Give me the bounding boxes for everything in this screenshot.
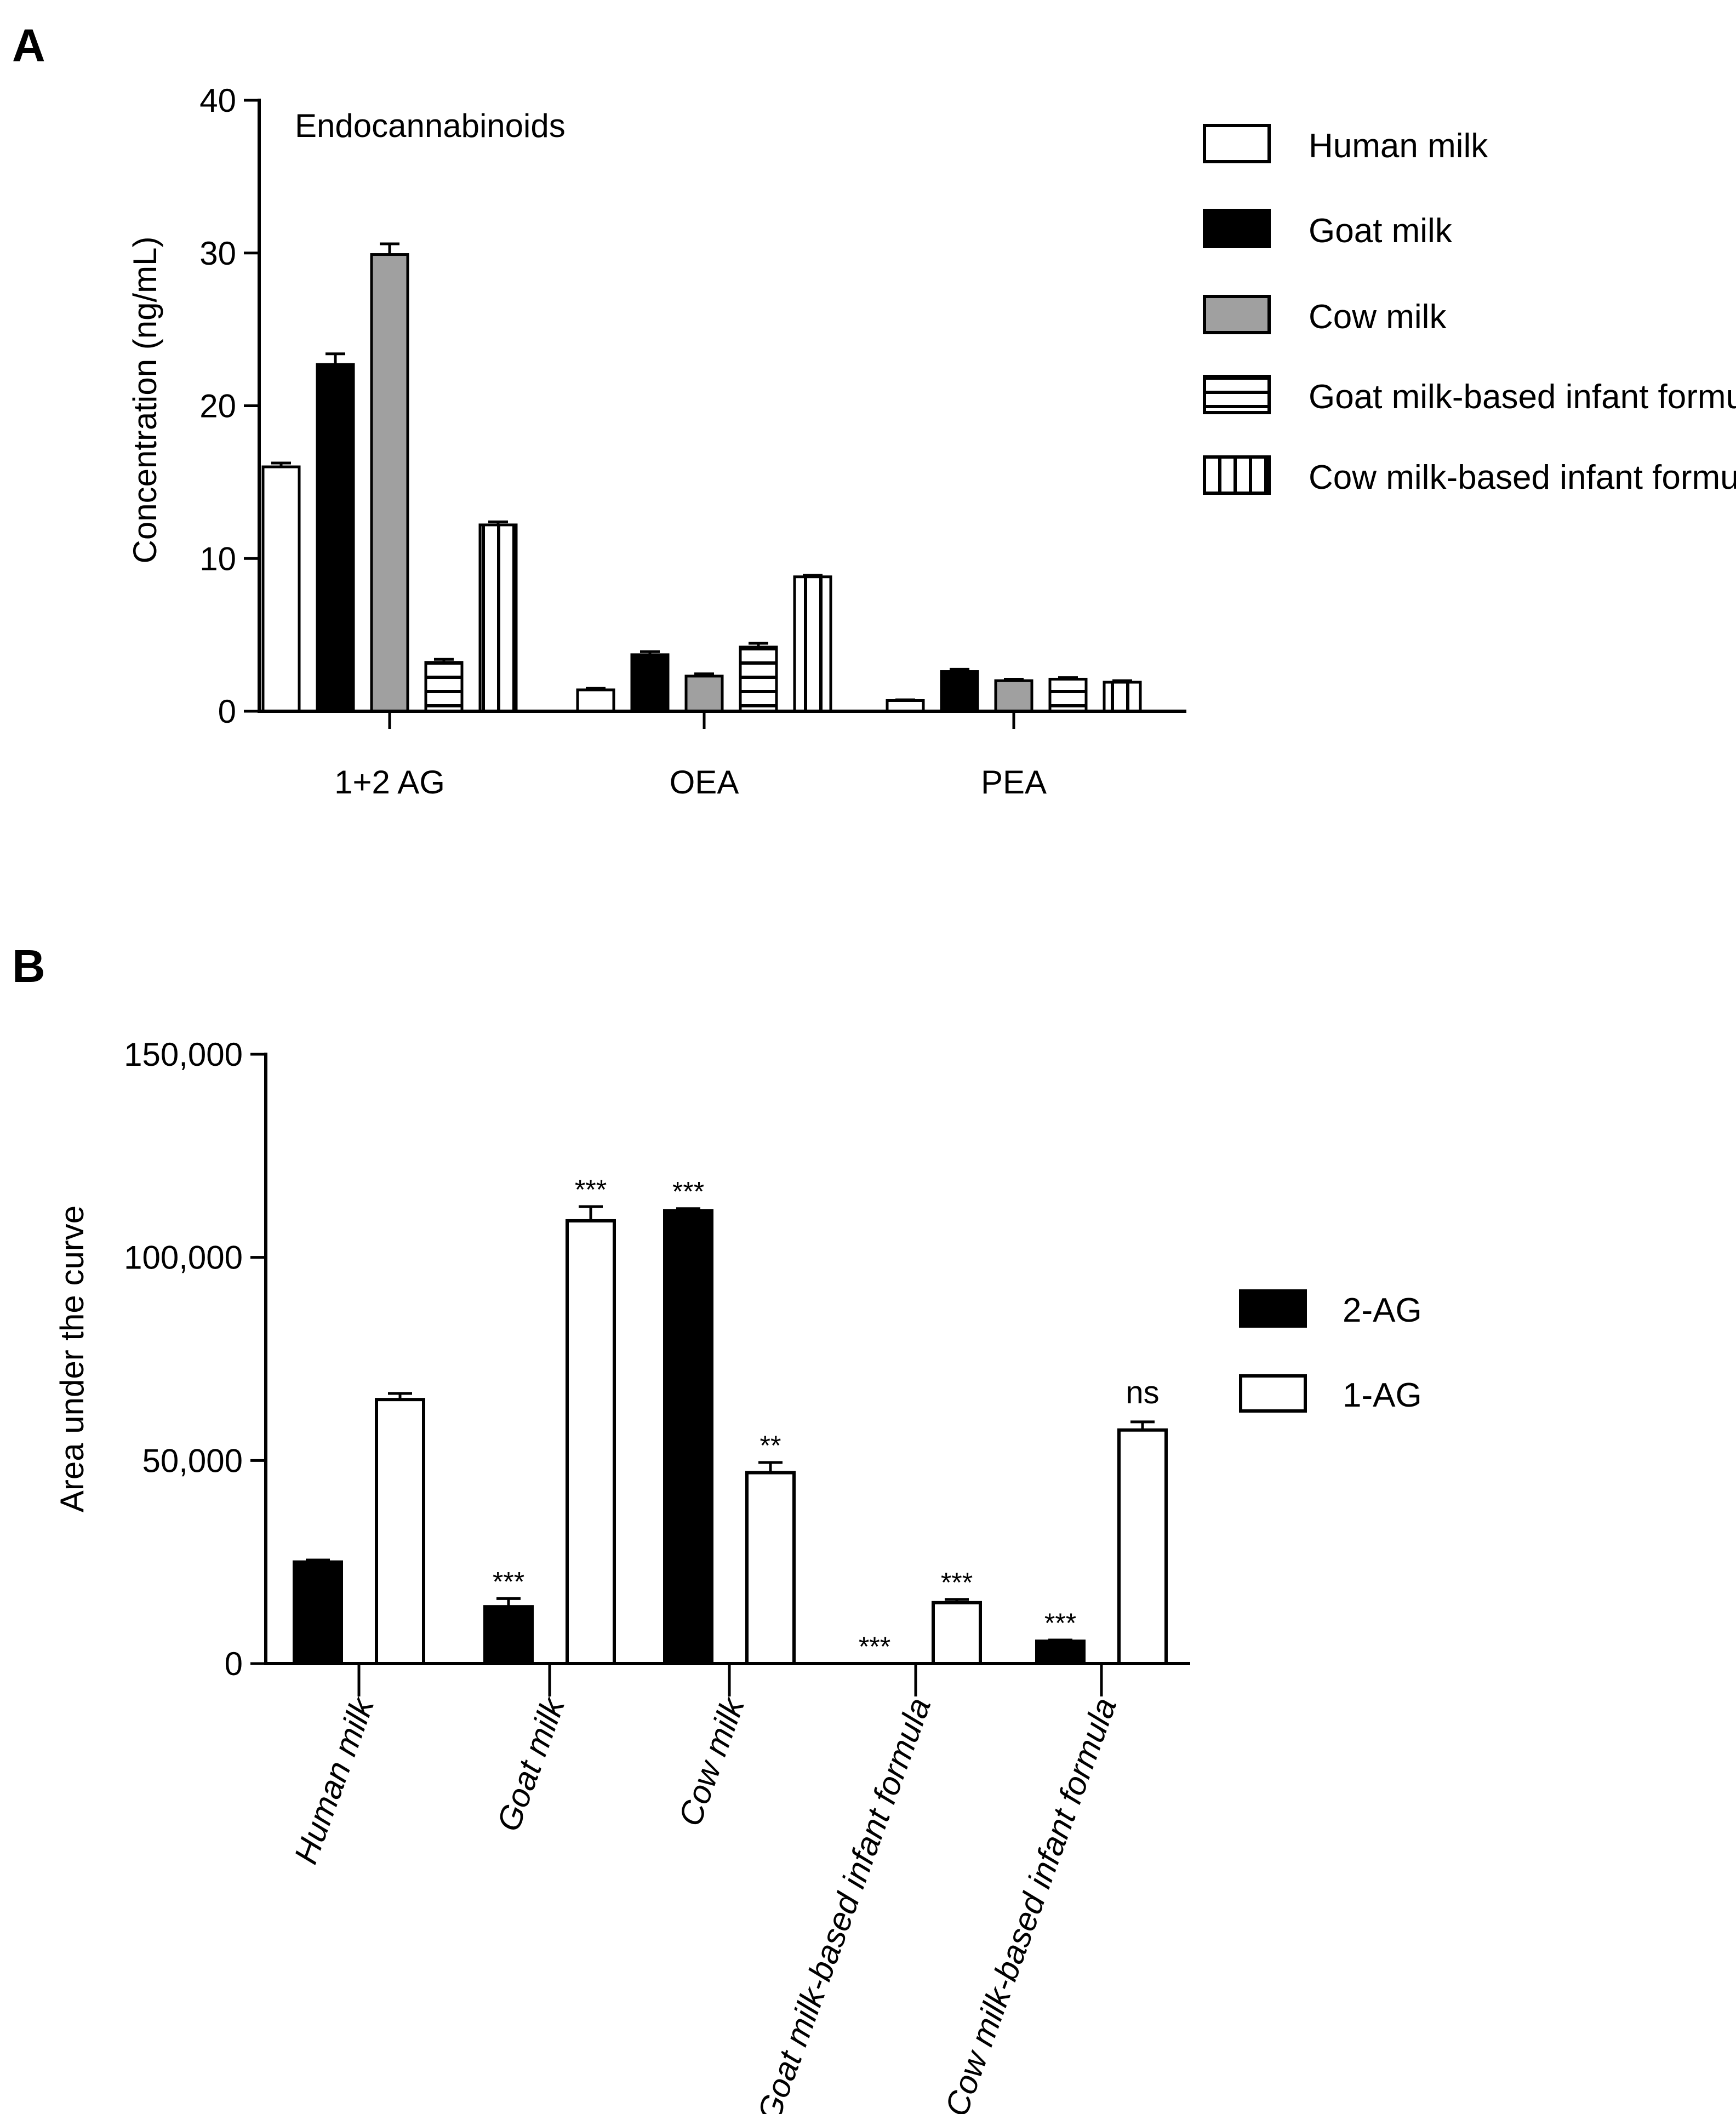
chart-b-bar-1-ag-cow-milk (745, 1471, 796, 1665)
legend-label-goat-milk-based-infant-formula: Goat milk-based infant formula (1309, 378, 1736, 416)
chart-a-bar-cow-milk-pea (994, 679, 1033, 713)
chart-b-x-tick-label: Goat milk (490, 1692, 573, 1836)
legend-swatch-human-milk (1203, 124, 1271, 163)
chart-b-significance-label: *** (575, 1174, 607, 1205)
legend-swatch-goat-milk (1203, 209, 1271, 248)
chart-a-x-tick-label: OEA (670, 764, 739, 801)
legend-swatch-1-ag (1239, 1374, 1307, 1413)
legend-swatch-cow-milk-based-infant-formula (1203, 455, 1271, 495)
chart-a-bar-goat-milk-1-2-ag (316, 363, 355, 713)
chart-b-y-tick-label: 0 (225, 1646, 243, 1682)
chart-b-bar-2-ag-goat-milk (483, 1605, 534, 1666)
chart-b-x-tick-label: Cow milk-based infant formula (938, 1693, 1123, 2114)
chart-a-bar-goat-milk-based-infant-formula-1-2-ag (424, 661, 464, 713)
legend-swatch-goat-milk-based-infant-formula (1203, 375, 1271, 414)
chart-a-bar-human-milk-1-2-ag (261, 465, 301, 713)
chart-a-y-tick-label: 0 (218, 693, 236, 730)
chart-b-significance-label: *** (672, 1176, 704, 1207)
chart-b-x-tick-label: Goat milk-based infant formula (750, 1693, 938, 2114)
chart-a-bar-goat-milk-pea (940, 670, 979, 713)
chart-a-title: Endocannabinoids (295, 107, 566, 144)
chart-b-bar-2-ag-cow-milk (663, 1209, 713, 1665)
chart-b-bar-2-ag-human-milk (293, 1560, 343, 1666)
legend-label-cow-milk: Cow milk (1309, 298, 1447, 336)
chart-a-x-tick-label: 1+2 AG (334, 764, 445, 801)
chart-b-x-tick-label: Cow milk (671, 1692, 752, 1831)
chart-b-significance-label: ns (1126, 1375, 1159, 1410)
chart-a-y-tick-label: 20 (199, 388, 236, 425)
chart-b-bar-1-ag-cow-milk-based-infant-formula (1117, 1428, 1168, 1666)
chart-b-significance-label: *** (1044, 1608, 1076, 1638)
chart-b-bar-1-ag-human-milk (375, 1398, 425, 1665)
chart-a-y-tick-label: 10 (199, 540, 236, 577)
panel-b-label: B (12, 940, 45, 992)
chart-a-bar-goat-milk-based-infant-formula-pea (1048, 677, 1088, 713)
chart-b-significance-label: ** (760, 1430, 781, 1461)
chart-a-bar-goat-milk-based-infant-formula-oea (739, 645, 778, 713)
legend-swatch-2-ag (1239, 1289, 1307, 1328)
chart-b-x-tick-label: Human milk (287, 1692, 381, 1869)
chart-a-bar-cow-milk-1-2-ag (370, 253, 409, 713)
legend-label-1-ag: 1-AG (1343, 1376, 1422, 1414)
chart-b-bar-1-ag-goat-milk (566, 1219, 616, 1666)
chart-b-y-tick-label: 150,000 (124, 1036, 243, 1073)
chart-a-y-tick-label: 30 (199, 235, 236, 272)
legend-label-2-ag: 2-AG (1343, 1292, 1422, 1329)
chart-b-significance-label: *** (493, 1566, 524, 1597)
chart-a-y-tick-label: 40 (199, 82, 236, 119)
chart-a-bar-cow-milk-oea (684, 675, 724, 713)
panel-b-chart: B Area under the curve 0 50,000 100,000 150… (12, 940, 1422, 2114)
legend-label-cow-milk-based-infant-formula: Cow milk-based infant formula (1309, 459, 1736, 496)
chart-b-significance-label: *** (859, 1631, 890, 1662)
panel-a-chart: A Endocannabinoids Concentration (ng/mL)… (12, 20, 1736, 801)
chart-b-y-tick-label: 100,000 (124, 1239, 243, 1276)
chart-b-significance-label: *** (941, 1567, 973, 1598)
legend-swatch-cow-milk (1203, 295, 1271, 334)
legend-label-goat-milk: Goat milk (1309, 212, 1453, 250)
chart-a-bar-cow-milk-based-infant-formula-oea (793, 575, 832, 713)
chart-a-y-axis-title: Concentration (ng/mL) (127, 237, 163, 564)
chart-b-bar-1-ag-goat-milk-based-infant-formula (932, 1601, 982, 1666)
chart-a-bar-cow-milk-based-infant-formula-1-2-ag (478, 523, 518, 713)
chart-b-y-tick-label: 50,000 (142, 1442, 243, 1479)
legend-label-human-milk: Human milk (1309, 127, 1488, 165)
chart-b-bar-2-ag-cow-milk-based-infant-formula (1035, 1639, 1086, 1665)
chart-b-y-axis-title: Area under the curve (54, 1205, 90, 1512)
chart-a-bar-human-milk-oea (576, 688, 615, 713)
panel-a-label: A (12, 20, 45, 71)
chart-a-bar-cow-milk-based-infant-formula-pea (1103, 681, 1142, 713)
chart-a-x-tick-label: PEA (981, 764, 1047, 801)
chart-a-bar-goat-milk-oea (630, 653, 670, 713)
